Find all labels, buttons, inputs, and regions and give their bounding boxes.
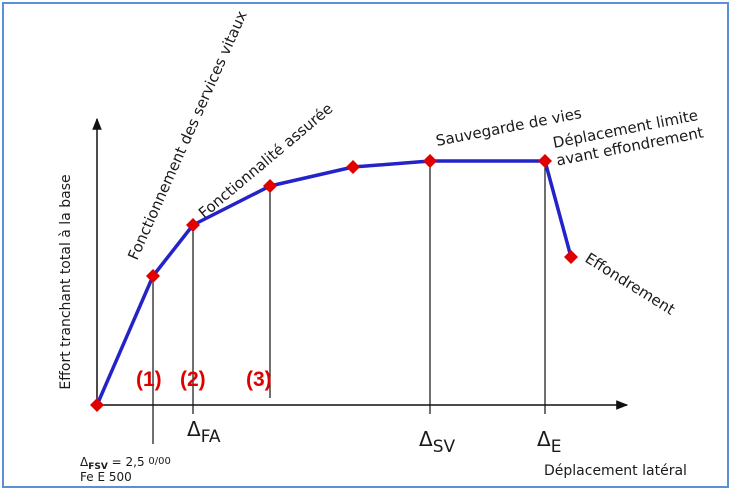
data-point-1 (146, 269, 160, 283)
data-point-3 (263, 179, 277, 193)
label-effondrement: Effondrement (582, 249, 678, 319)
x-tick-sv: ΔSV (419, 427, 455, 457)
zone-label-3: (3) (246, 368, 272, 391)
data-point-4 (346, 160, 360, 174)
note-fsv: ΔFSV = 2,5 0/00 (80, 455, 171, 472)
x-tick-fa: ΔFA (187, 417, 221, 447)
zone-label-1: (1) (136, 368, 162, 391)
zone-label-2: (2) (180, 368, 206, 391)
data-point-7 (564, 250, 578, 264)
data-point-2 (186, 218, 200, 232)
chart-frame: Effort tranchant total à la base Déplacem… (2, 2, 729, 488)
y-axis-label: Effort tranchant total à la base (58, 174, 74, 389)
label-fonctionnalite: Fonctionnalité assurée (195, 99, 336, 222)
data-point-5 (423, 154, 437, 168)
note-fe: Fe E 500 (80, 470, 132, 484)
x-axis-label: Déplacement latéral (544, 463, 687, 479)
data-point-6 (538, 154, 552, 168)
x-tick-e: ΔE (537, 427, 561, 457)
data-point-0 (90, 398, 104, 412)
capacity-curve (95, 159, 573, 406)
pushover-chart: Effort tranchant total à la base Déplacem… (58, 8, 705, 484)
